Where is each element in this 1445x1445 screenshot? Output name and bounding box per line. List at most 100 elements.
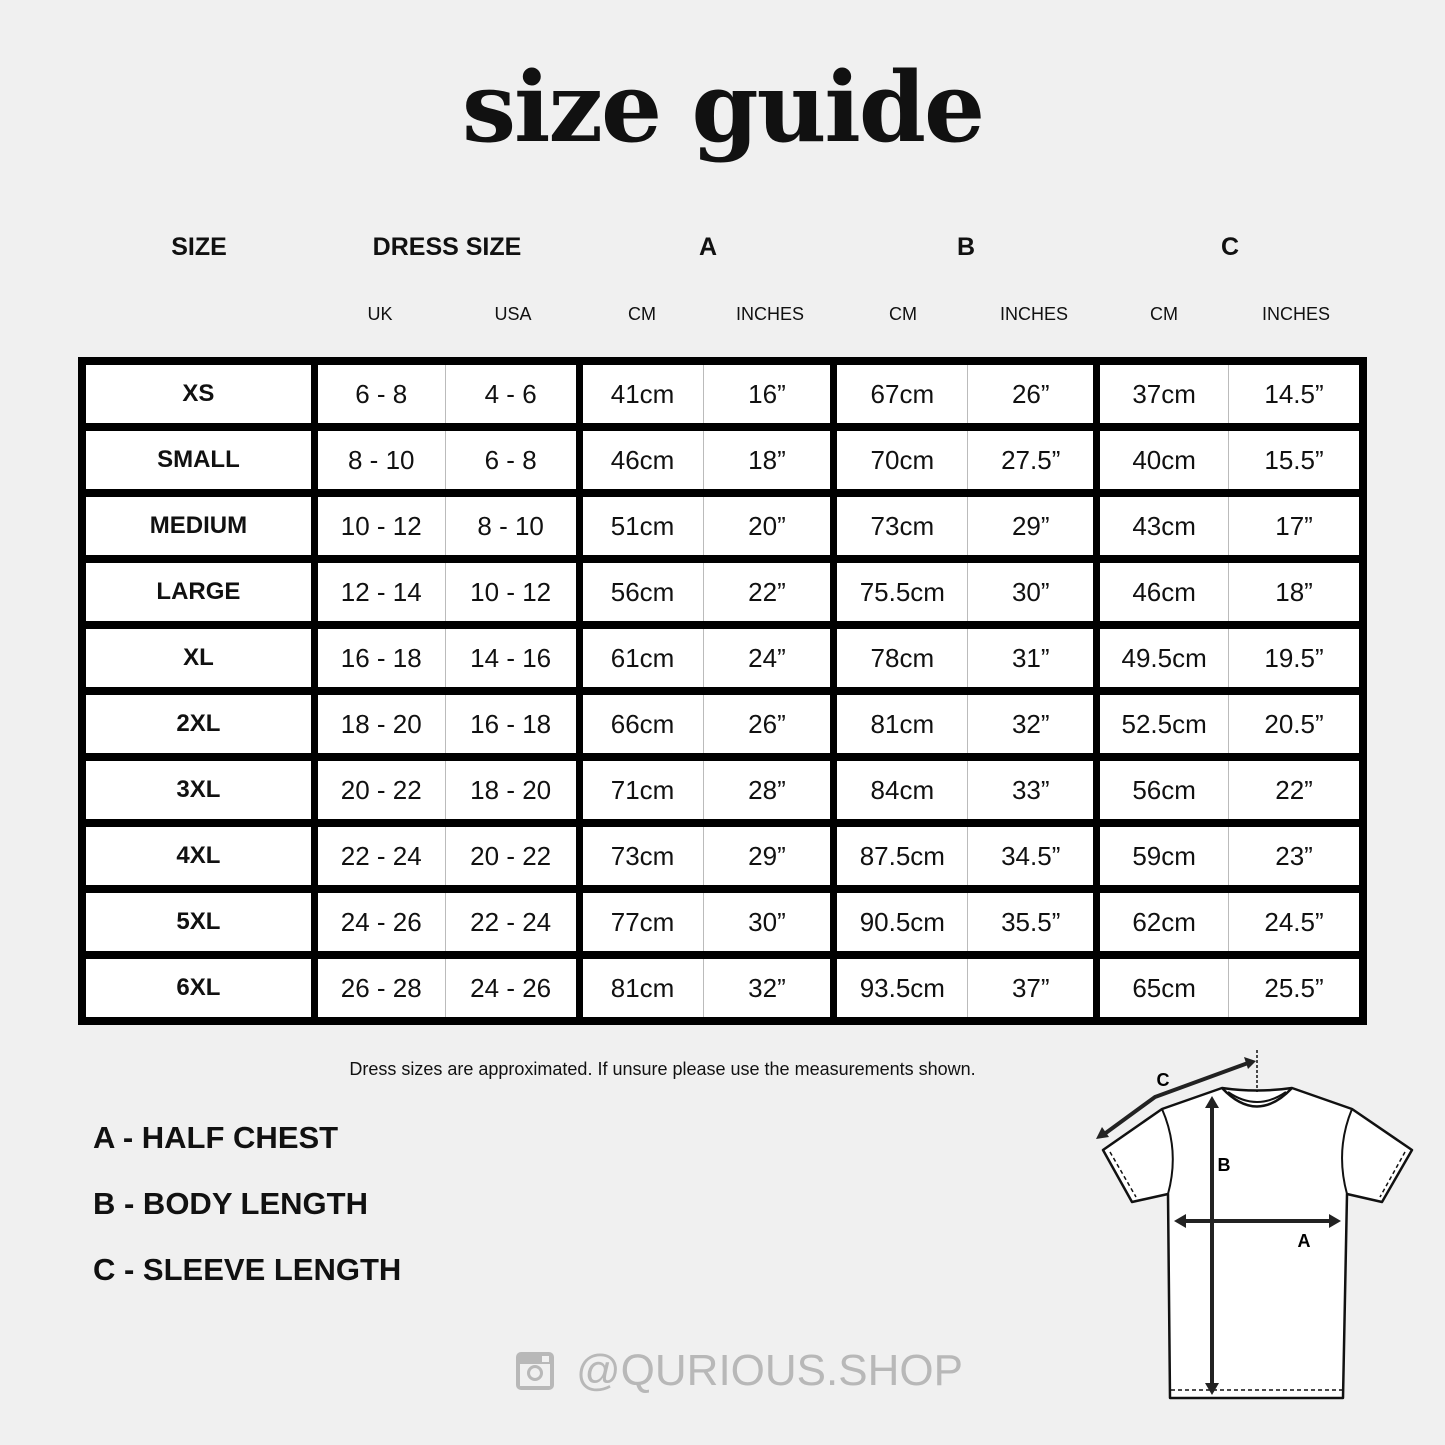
value-cell: 32” — [702, 959, 831, 1017]
value-cell: 24.5” — [1228, 893, 1359, 951]
value-cell: 40cm — [1100, 431, 1229, 489]
value-cell: 87.5cm — [837, 827, 968, 885]
value-cell: 6 - 8 — [444, 431, 576, 489]
subheader-c-inches: INCHES — [1261, 304, 1331, 324]
table-row: SMALL 8 - 10 6 - 8 46cm 18” 70cm 27.5” 40cm 15.5… — [86, 431, 1359, 489]
size-label-cell: SMALL — [86, 431, 311, 489]
value-cell: 20 - 22 — [444, 827, 576, 885]
size-label-cell: XL — [86, 629, 311, 687]
value-cell: 73cm — [837, 497, 968, 555]
value-cell: 67cm — [837, 365, 968, 423]
size-label-cell: 6XL — [86, 959, 311, 1017]
value-cell: 37” — [967, 959, 1094, 1017]
table-row: 6XL 26 - 28 24 - 26 81cm 32” 93.5cm 37” 65cm 25.… — [86, 959, 1359, 1017]
value-cell: 22” — [1228, 761, 1359, 819]
header-size: SIZE — [171, 233, 227, 261]
legend-a: A - HALF CHEST — [93, 1120, 339, 1155]
value-cell: 15.5” — [1228, 431, 1359, 489]
value-cell: 35.5” — [967, 893, 1094, 951]
table-row: 4XL 22 - 24 20 - 22 73cm 29” 87.5cm 34.5” 59cm 2… — [86, 827, 1359, 885]
social-handle: @QURIOUS.SHOP — [516, 1346, 963, 1396]
instagram-icon — [516, 1352, 554, 1390]
value-cell: 33” — [967, 761, 1094, 819]
value-cell: 70cm — [837, 431, 968, 489]
value-cell: 37cm — [1100, 365, 1229, 423]
value-cell: 18” — [702, 431, 831, 489]
subheader-usa: USA — [494, 304, 532, 324]
value-cell: 24” — [702, 629, 831, 687]
value-cell: 4 - 6 — [444, 365, 576, 423]
subheader-a-cm: CM — [628, 304, 656, 324]
value-cell: 31” — [967, 629, 1094, 687]
value-cell: 20 - 22 — [317, 761, 445, 819]
value-cell: 16 - 18 — [444, 695, 576, 753]
value-cell: 65cm — [1100, 959, 1229, 1017]
value-cell: 78cm — [837, 629, 968, 687]
value-cell: 71cm — [582, 761, 703, 819]
tshirt-diagram: C B A — [1096, 1050, 1414, 1400]
value-cell: 10 - 12 — [317, 497, 445, 555]
value-cell: 66cm — [582, 695, 703, 753]
value-cell: 34.5” — [967, 827, 1094, 885]
value-cell: 93.5cm — [837, 959, 968, 1017]
size-label-cell: 4XL — [86, 827, 311, 885]
value-cell: 46cm — [1100, 563, 1229, 621]
legend-b: B - BODY LENGTH — [93, 1186, 368, 1221]
value-cell: 90.5cm — [837, 893, 968, 951]
value-cell: 8 - 10 — [317, 431, 445, 489]
page-title: size guide — [461, 51, 985, 164]
header-c: C — [1220, 233, 1240, 261]
subheader-c-cm: CM — [1150, 304, 1178, 324]
value-cell: 20.5” — [1228, 695, 1359, 753]
value-cell: 8 - 10 — [444, 497, 576, 555]
value-cell: 62cm — [1100, 893, 1229, 951]
legend-c: C - SLEEVE LENGTH — [93, 1252, 402, 1287]
value-cell: 24 - 26 — [444, 959, 576, 1017]
size-label-cell: 5XL — [86, 893, 311, 951]
value-cell: 26” — [702, 695, 831, 753]
value-cell: 30” — [702, 893, 831, 951]
value-cell: 25.5” — [1228, 959, 1359, 1017]
table-row: 2XL 18 - 20 16 - 18 66cm 26” 81cm 32” 52.5cm 20.… — [86, 695, 1359, 753]
value-cell: 16 - 18 — [317, 629, 445, 687]
value-cell: 10 - 12 — [444, 563, 576, 621]
value-cell: 30” — [967, 563, 1094, 621]
header-dress-size: DRESS SIZE — [372, 233, 522, 261]
value-cell: 16” — [702, 365, 831, 423]
value-cell: 56cm — [1100, 761, 1229, 819]
value-cell: 6 - 8 — [317, 365, 445, 423]
size-label-cell: MEDIUM — [86, 497, 311, 555]
diagram-label-c: C — [1157, 1070, 1170, 1090]
diagram-label-b: B — [1218, 1155, 1231, 1175]
diagram-label-a: A — [1298, 1231, 1311, 1251]
value-cell: 29” — [702, 827, 831, 885]
social-handle-text: @QURIOUS.SHOP — [576, 1346, 963, 1395]
value-cell: 59cm — [1100, 827, 1229, 885]
value-cell: 61cm — [582, 629, 703, 687]
header-b: B — [956, 233, 976, 261]
subheader-b-cm: CM — [889, 304, 917, 324]
value-cell: 20” — [702, 497, 831, 555]
value-cell: 19.5” — [1228, 629, 1359, 687]
value-cell: 75.5cm — [837, 563, 968, 621]
value-cell: 46cm — [582, 431, 703, 489]
value-cell: 22 - 24 — [444, 893, 576, 951]
value-cell: 81cm — [582, 959, 703, 1017]
value-cell: 23” — [1228, 827, 1359, 885]
value-cell: 26” — [967, 365, 1094, 423]
value-cell: 12 - 14 — [317, 563, 445, 621]
value-cell: 14 - 16 — [444, 629, 576, 687]
value-cell: 22 - 24 — [317, 827, 445, 885]
value-cell: 81cm — [837, 695, 968, 753]
value-cell: 22” — [702, 563, 831, 621]
header-a: A — [698, 233, 718, 261]
table-row: MEDIUM 10 - 12 8 - 10 51cm 20” 73cm 29” 43cm 17” — [86, 497, 1359, 555]
table-row: XL 16 - 18 14 - 16 61cm 24” 78cm 31” 49.5cm 19.5… — [86, 629, 1359, 687]
value-cell: 73cm — [582, 827, 703, 885]
table-row: 5XL 24 - 26 22 - 24 77cm 30” 90.5cm 35.5” 62cm 2… — [86, 893, 1359, 951]
value-cell: 41cm — [582, 365, 703, 423]
value-cell: 24 - 26 — [317, 893, 445, 951]
value-cell: 84cm — [837, 761, 968, 819]
subheader-b-inches: INCHES — [999, 304, 1069, 324]
